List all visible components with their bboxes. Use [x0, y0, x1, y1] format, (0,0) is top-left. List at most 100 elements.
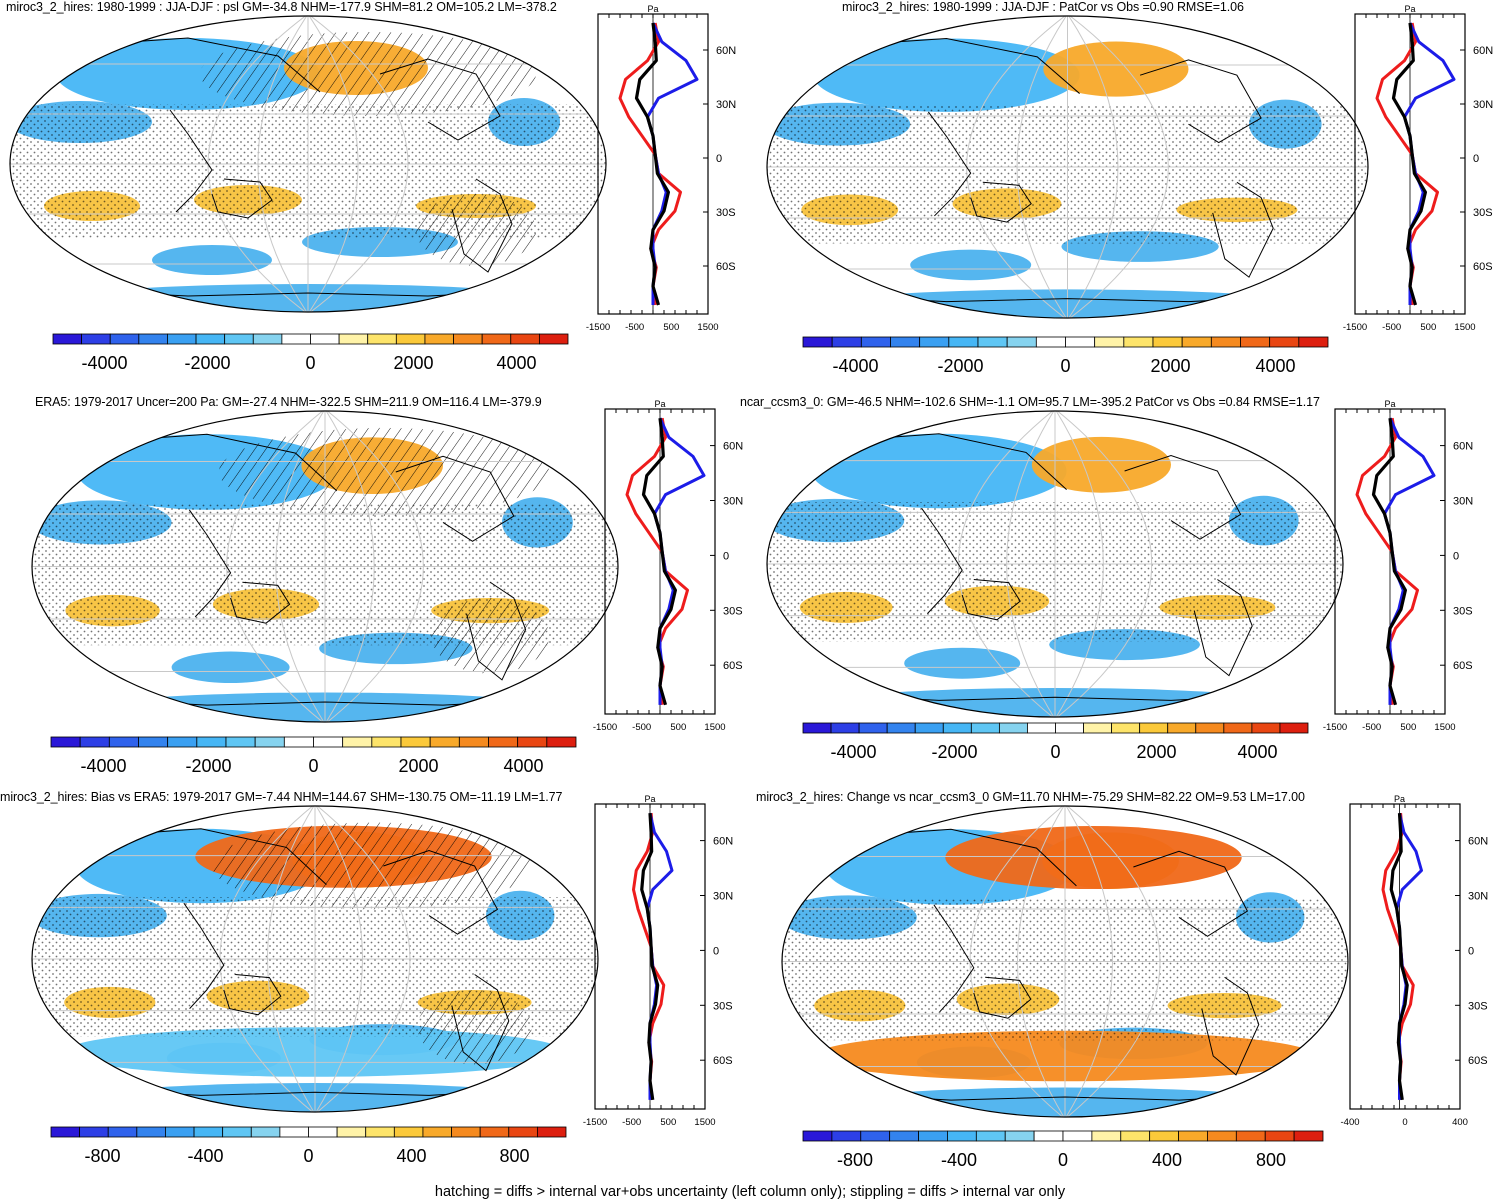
profile-unit: Pa: [1404, 4, 1415, 14]
profile-lat-tick: 30N: [716, 99, 736, 111]
colorbar-label: -4000: [832, 356, 878, 376]
panel-title: miroc3_2_hires: Change vs ncar_ccsm3_0 G…: [756, 790, 1305, 804]
colorbar-label: -2000: [184, 353, 230, 373]
colorbar-label: 2000: [1136, 742, 1176, 762]
profile-x-tick: -500: [1382, 322, 1401, 333]
anomaly-region: [1043, 41, 1189, 97]
profile-lat-tick: 60S: [1453, 660, 1473, 672]
zonal-mean-profile: Pa 60N 30N 0 30S 60S -400 0 400: [1340, 794, 1488, 1128]
profile-x-tick: -1500: [593, 722, 617, 733]
profile-lat-tick: 0: [713, 945, 719, 957]
profile-lat-tick: 30S: [1473, 207, 1493, 219]
colorbar-label: -2000: [931, 742, 977, 762]
profile-x-tick: 500: [663, 322, 679, 333]
panel-2: miroc3_2_hires: 1980-1999 : JJA-DJF : Pa…: [750, 0, 1500, 390]
panel-5: miroc3_2_hires: Bias vs ERA5: 1979-2017 …: [0, 790, 750, 1180]
anomaly-region: [904, 647, 1021, 679]
colorbar-label: 2000: [398, 756, 438, 776]
profile-lat-tick: 0: [1453, 550, 1459, 562]
anomaly-region: [910, 249, 1032, 281]
colorbar-label: 0: [308, 756, 318, 776]
profile-lat-tick: 60N: [1473, 45, 1493, 57]
profile-lat-tick: 0: [1468, 945, 1474, 957]
profile-lat-tick: 60N: [713, 836, 733, 848]
robinson-map: [31, 805, 599, 1113]
colorbar-label: 400: [1152, 1150, 1182, 1170]
anomaly-region: [813, 38, 1080, 112]
colorbar-label: 0: [305, 353, 315, 373]
profile-lat-tick: 0: [1473, 153, 1479, 165]
profile-lat-tick: 0: [723, 550, 729, 562]
profile-lat-tick: 30N: [1453, 496, 1473, 508]
colorbar: -800 -400 0 400 800: [50, 1126, 567, 1166]
colorbar: -4000 -2000 0 2000 4000: [802, 722, 1309, 762]
profile-lat-tick: 30S: [1468, 1000, 1488, 1012]
profile-unit: Pa: [644, 794, 655, 804]
profile-lat-tick: 30N: [713, 891, 733, 903]
footer-caption: hatching = diffs > internal var+obs unce…: [434, 1184, 1066, 1200]
profile-x-tick: 1500: [697, 322, 718, 333]
robinson-map: [781, 805, 1349, 1118]
anomaly-region: [945, 826, 1242, 890]
profile-line: [1389, 813, 1409, 1101]
panel-title: ncar_ccsm3_0: GM=-46.5 NHM=-102.6 SHM=-1…: [740, 395, 1320, 409]
colorbar-label: 4000: [1255, 356, 1295, 376]
profile-x-tick: -1500: [1323, 722, 1347, 733]
anomaly-region: [1031, 436, 1171, 493]
profile-lat-tick: 60S: [1468, 1055, 1488, 1067]
colorbar-label: 2000: [393, 353, 433, 373]
colorbar: -800 -400 0 400 800: [802, 1130, 1324, 1170]
colorbar-label: -2000: [185, 756, 231, 776]
profile-x-tick: 1500: [704, 722, 725, 733]
colorbar-label: -400: [941, 1150, 977, 1170]
profile-x-tick: 500: [1400, 722, 1416, 733]
profile-line: [641, 417, 677, 706]
profile-lat-tick: 60N: [1453, 441, 1473, 453]
panel-title: miroc3_2_hires: Bias vs ERA5: 1979-2017 …: [0, 790, 563, 804]
panel-title: miroc3_2_hires: 1980-1999 : JJA-DJF : Pa…: [842, 0, 1244, 14]
profile-lat-tick: 30N: [1473, 99, 1493, 111]
colorbar-label: -4000: [80, 756, 126, 776]
profile-lat-tick: 30N: [1468, 891, 1488, 903]
profile-x-tick: -1500: [583, 1117, 607, 1128]
panel-4: ncar_ccsm3_0: GM=-46.5 NHM=-102.6 SHM=-1…: [740, 395, 1500, 785]
panel-3: ERA5: 1979-2017 Uncer=200 Pa: GM=-27.4 N…: [0, 395, 750, 785]
colorbar-label: -400: [187, 1146, 223, 1166]
profile-unit: Pa: [654, 399, 665, 409]
colorbar-label: 800: [499, 1146, 529, 1166]
profile-x-tick: 500: [660, 1117, 676, 1128]
colorbar-label: 400: [396, 1146, 426, 1166]
profile-lat-tick: 60S: [1473, 261, 1493, 273]
robinson-map: [9, 15, 607, 313]
profile-lat-tick: 60N: [716, 45, 736, 57]
colorbar: -4000 -2000 0 2000 4000: [802, 336, 1329, 376]
robinson-map: [766, 15, 1369, 319]
colorbar-label: 4000: [503, 756, 543, 776]
profile-lat-tick: 0: [716, 153, 722, 165]
profile-lat-tick: 60S: [713, 1055, 733, 1067]
profile-line: [1391, 22, 1427, 306]
panel-1: miroc3_2_hires: 1980-1999 : JJA-DJF : ps…: [0, 0, 750, 390]
profile-line: [640, 813, 660, 1101]
profile-x-tick: -1500: [1343, 322, 1367, 333]
colorbar-label: -2000: [937, 356, 983, 376]
profile-unit: Pa: [1394, 794, 1405, 804]
panel-title: ERA5: 1979-2017 Uncer=200 Pa: GM=-27.4 N…: [35, 395, 542, 409]
profile-lat-tick: 30S: [716, 207, 736, 219]
profile-lat-tick: 30S: [723, 605, 743, 617]
profile-x-tick: 1500: [694, 1117, 715, 1128]
colorbar-label: -800: [84, 1146, 120, 1166]
profile-x-tick: -400: [1340, 1117, 1359, 1128]
profile-lat-tick: 60S: [723, 660, 743, 672]
profile-lat-tick: 30N: [723, 496, 743, 508]
zonal-mean-profile: Pa 60N 30N 0 30S 60S -1500 -500 500 1500: [593, 399, 743, 733]
profile-unit: Pa: [1384, 399, 1395, 409]
colorbar: -4000 -2000 0 2000 4000: [52, 333, 569, 373]
colorbar-label: 0: [303, 1146, 313, 1166]
zonal-mean-profile: Pa 60N 30N 0 30S 60S -1500 -500 500 1500: [586, 4, 736, 333]
zonal-mean-profile: Pa 60N 30N 0 30S 60S -1500 -500 500 1500: [1323, 399, 1473, 733]
colorbar-label: 0: [1058, 1150, 1068, 1170]
profile-line: [634, 22, 670, 306]
profile-lat-tick: 60N: [1468, 836, 1488, 848]
profile-x-tick: -1500: [586, 322, 610, 333]
